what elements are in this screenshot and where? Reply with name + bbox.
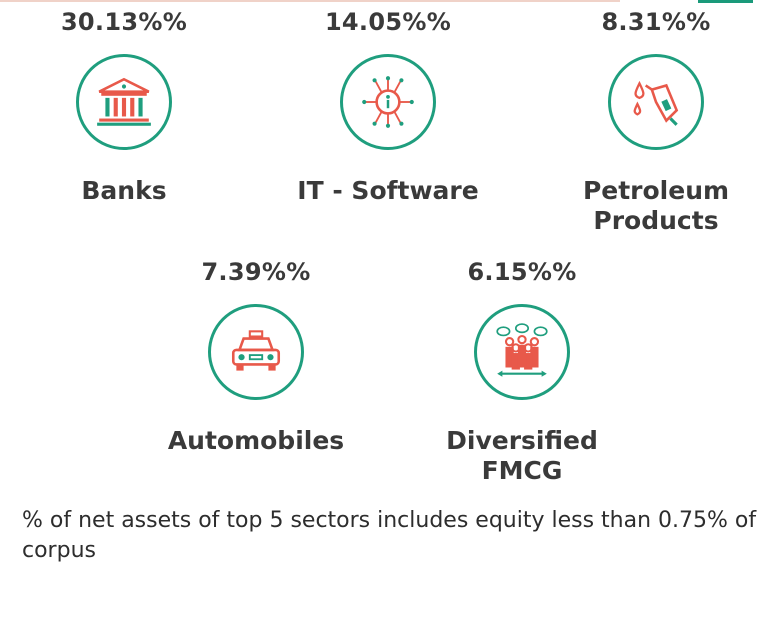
sector-percent: 8.31%% xyxy=(601,8,711,36)
sector-percent: 7.39%% xyxy=(201,258,311,286)
sector-percent: 30.13%% xyxy=(60,8,188,36)
sector-label: Banks xyxy=(81,176,167,205)
bank-icon xyxy=(76,54,172,150)
sector-percent: 14.05%% xyxy=(324,8,452,36)
sector-percent: 6.15%% xyxy=(467,258,577,286)
sector-petroleum-products: 8.31%% Petroleum Products xyxy=(546,8,766,236)
consumer-group-icon xyxy=(474,304,570,400)
car-icon xyxy=(208,304,304,400)
sector-banks: 30.13%% Banks xyxy=(14,8,234,206)
sector-label: IT - Software xyxy=(297,176,479,205)
chip-icon xyxy=(340,54,436,150)
sector-label: Petroleum Products xyxy=(582,176,730,235)
sector-label: Diversified FMCG xyxy=(446,426,598,485)
sector-label: Automobiles xyxy=(167,426,345,455)
footnote: % of net assets of top 5 sectors include… xyxy=(22,508,757,563)
fuel-nozzle-icon xyxy=(608,54,704,150)
top-accent-bar xyxy=(698,0,753,3)
sector-automobiles: 7.39%% Automobiles xyxy=(146,258,366,456)
sector-it-software: 14.05%% IT - Software xyxy=(278,8,498,206)
top-divider xyxy=(0,0,620,2)
sector-diversified-fmcg: 6.15%% Diversified FMCG xyxy=(412,258,632,486)
